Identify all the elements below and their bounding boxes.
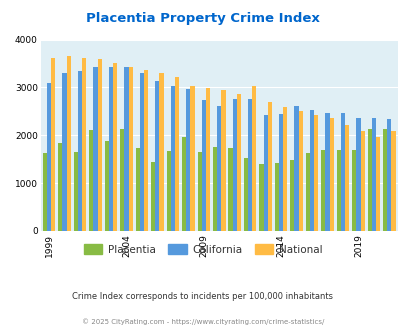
Bar [120, 129, 124, 231]
Bar [104, 141, 109, 231]
Bar [232, 99, 236, 231]
Bar [62, 73, 66, 231]
Bar [181, 137, 186, 231]
Bar [360, 130, 364, 231]
Bar [135, 148, 139, 231]
Bar [205, 88, 209, 231]
Bar [58, 143, 62, 231]
Bar [382, 129, 386, 231]
Bar [186, 89, 190, 231]
Bar [139, 73, 144, 231]
Bar [340, 113, 344, 231]
Bar [309, 110, 313, 231]
Bar [93, 67, 97, 231]
Bar [390, 131, 394, 231]
Bar [278, 114, 283, 231]
Bar [128, 67, 132, 231]
Bar [124, 67, 128, 231]
Bar [371, 118, 375, 231]
Bar [336, 150, 340, 231]
Text: Crime Index corresponds to incidents per 100,000 inhabitants: Crime Index corresponds to incidents per… [72, 292, 333, 301]
Bar [375, 137, 379, 231]
Bar [144, 70, 148, 231]
Bar [267, 102, 271, 231]
Bar [171, 85, 175, 231]
Bar [259, 164, 263, 231]
Bar [197, 152, 201, 231]
Bar [166, 151, 171, 231]
Text: © 2025 CityRating.com - https://www.cityrating.com/crime-statistics/: © 2025 CityRating.com - https://www.city… [82, 318, 323, 325]
Bar [367, 129, 371, 231]
Bar [213, 147, 217, 231]
Bar [47, 83, 51, 231]
Text: Placentia Property Crime Index: Placentia Property Crime Index [86, 12, 319, 24]
Bar [74, 151, 78, 231]
Bar [113, 63, 117, 231]
Bar [329, 118, 333, 231]
Bar [305, 153, 309, 231]
Bar [320, 150, 325, 231]
Bar [97, 59, 102, 231]
Bar [325, 113, 329, 231]
Bar [344, 125, 348, 231]
Bar [221, 90, 225, 231]
Bar [217, 106, 221, 231]
Bar [247, 99, 252, 231]
Bar [201, 100, 205, 231]
Bar [109, 67, 113, 231]
Legend: Placentia, California, National: Placentia, California, National [79, 240, 326, 259]
Bar [228, 148, 232, 231]
Bar [43, 152, 47, 231]
Bar [290, 160, 294, 231]
Bar [89, 130, 93, 231]
Bar [51, 58, 55, 231]
Bar [236, 94, 241, 231]
Bar [386, 118, 390, 231]
Bar [190, 85, 194, 231]
Bar [351, 150, 356, 231]
Bar [356, 118, 360, 231]
Bar [313, 115, 318, 231]
Bar [82, 58, 86, 231]
Bar [78, 71, 82, 231]
Bar [274, 163, 278, 231]
Bar [294, 106, 298, 231]
Bar [263, 115, 267, 231]
Bar [243, 158, 247, 231]
Bar [155, 81, 159, 231]
Bar [252, 85, 256, 231]
Bar [283, 107, 287, 231]
Bar [175, 77, 179, 231]
Bar [66, 56, 70, 231]
Bar [151, 162, 155, 231]
Bar [159, 73, 163, 231]
Bar [298, 112, 302, 231]
